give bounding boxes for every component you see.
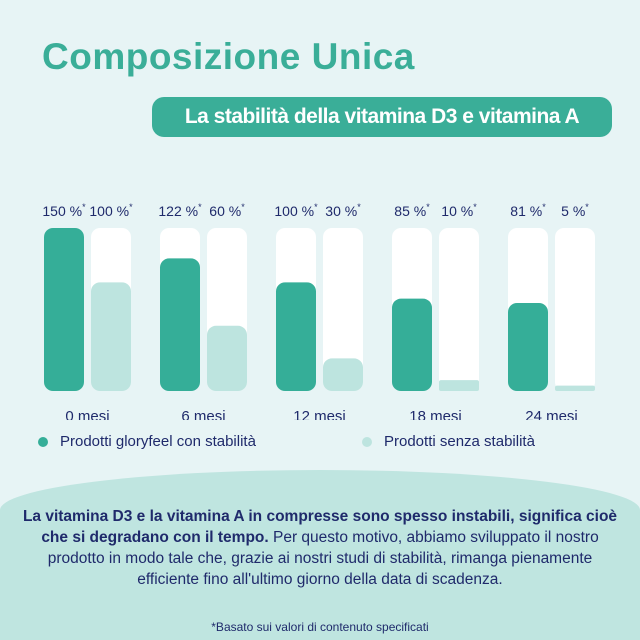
- x-tick-label: 0 mesi: [65, 408, 109, 420]
- bottom-panel: [0, 470, 640, 640]
- bar-track: [439, 228, 479, 391]
- bar: [508, 302, 548, 391]
- footnote: *Basato sui valori di contenuto specific…: [211, 620, 429, 634]
- bar: [439, 380, 479, 391]
- data-label: 5 %*: [561, 202, 589, 219]
- description: La vitamina D3 e la vitamina A in compre…: [20, 506, 620, 590]
- data-label: 10 %*: [441, 202, 477, 219]
- subtitle: La stabilità della vitamina D3 e vitamin…: [184, 105, 580, 128]
- data-label: 100 %*: [89, 202, 133, 219]
- bar: [323, 358, 363, 391]
- bar: [91, 282, 131, 391]
- x-tick-label: 6 mesi: [181, 408, 225, 420]
- bar: [392, 298, 432, 391]
- data-label: 150 %*: [42, 202, 86, 219]
- bar-track: [555, 228, 595, 391]
- bar: [276, 282, 316, 391]
- legend-label: Prodotti senza stabilità: [384, 433, 535, 450]
- legend-dot-icon: [362, 436, 372, 447]
- bar: [160, 258, 200, 391]
- bar: [207, 325, 247, 391]
- data-label: 122 %*: [158, 202, 202, 219]
- description-text: Per questo motivo, abbiamo sviluppato il…: [47, 529, 599, 588]
- description-bold: La vitamina D3 e la vitamina A in compre…: [22, 508, 618, 546]
- data-label: 60 %*: [209, 202, 245, 219]
- bar-track: [323, 228, 363, 391]
- data-label: 81 %*: [510, 202, 546, 219]
- data-label: 100 %*: [274, 202, 318, 219]
- x-tick-label: 12 mesi: [293, 408, 346, 420]
- x-tick-label: 18 mesi: [409, 408, 462, 420]
- data-label: 30 %*: [325, 202, 361, 219]
- page-title: Composizione Unica: [42, 36, 415, 77]
- legend-dot-icon: [38, 436, 48, 447]
- legend-item-senza: Prodotti senza stabilità: [362, 433, 535, 450]
- x-tick-label: 24 mesi: [525, 408, 578, 420]
- legend-item-gloryfeel: Prodotti gloryfeel con stabilità: [38, 433, 256, 450]
- bar: [44, 228, 84, 391]
- subtitle-banner: La stabilità della vitamina D3 e vitamin…: [152, 97, 612, 137]
- bar: [555, 385, 595, 391]
- data-label: 85 %*: [394, 202, 430, 219]
- legend-label: Prodotti gloryfeel con stabilità: [60, 433, 256, 450]
